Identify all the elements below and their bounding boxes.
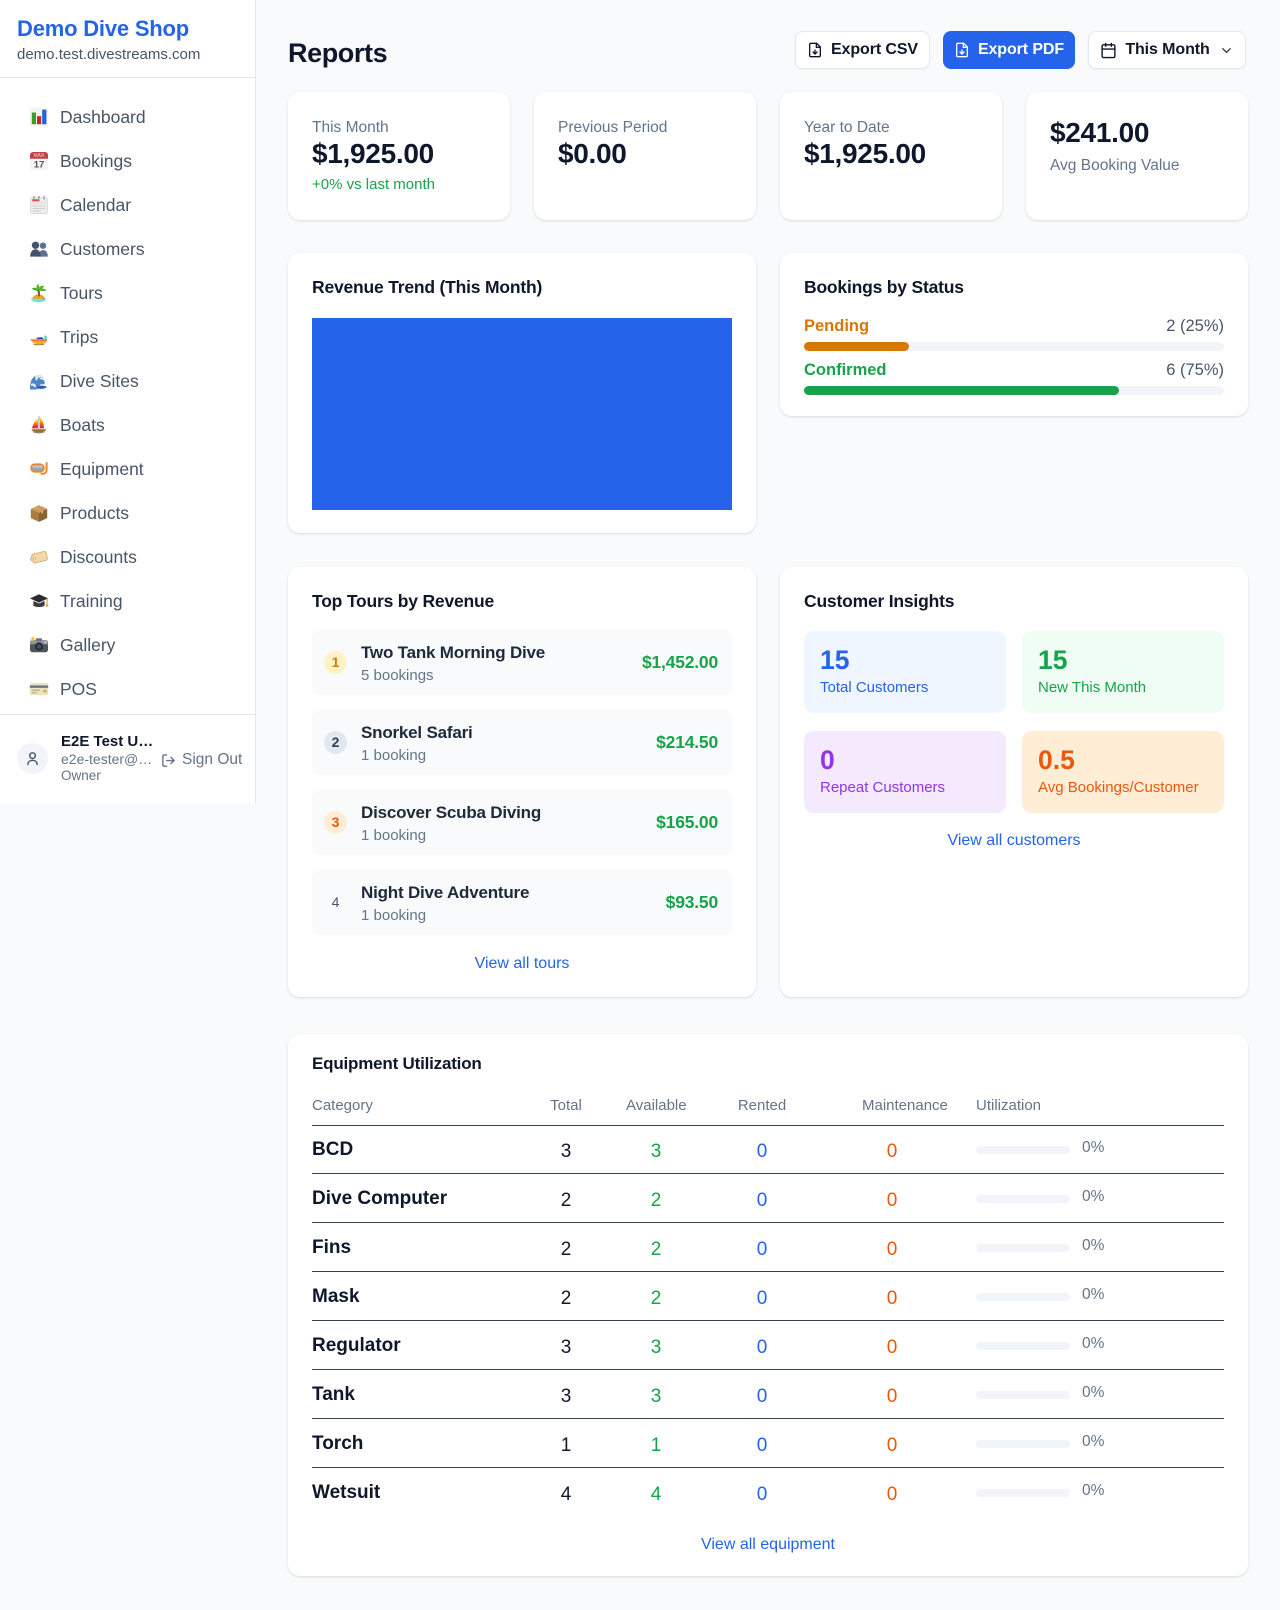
svg-text:MAR: MAR bbox=[33, 153, 45, 159]
svg-text:17: 17 bbox=[34, 160, 45, 171]
